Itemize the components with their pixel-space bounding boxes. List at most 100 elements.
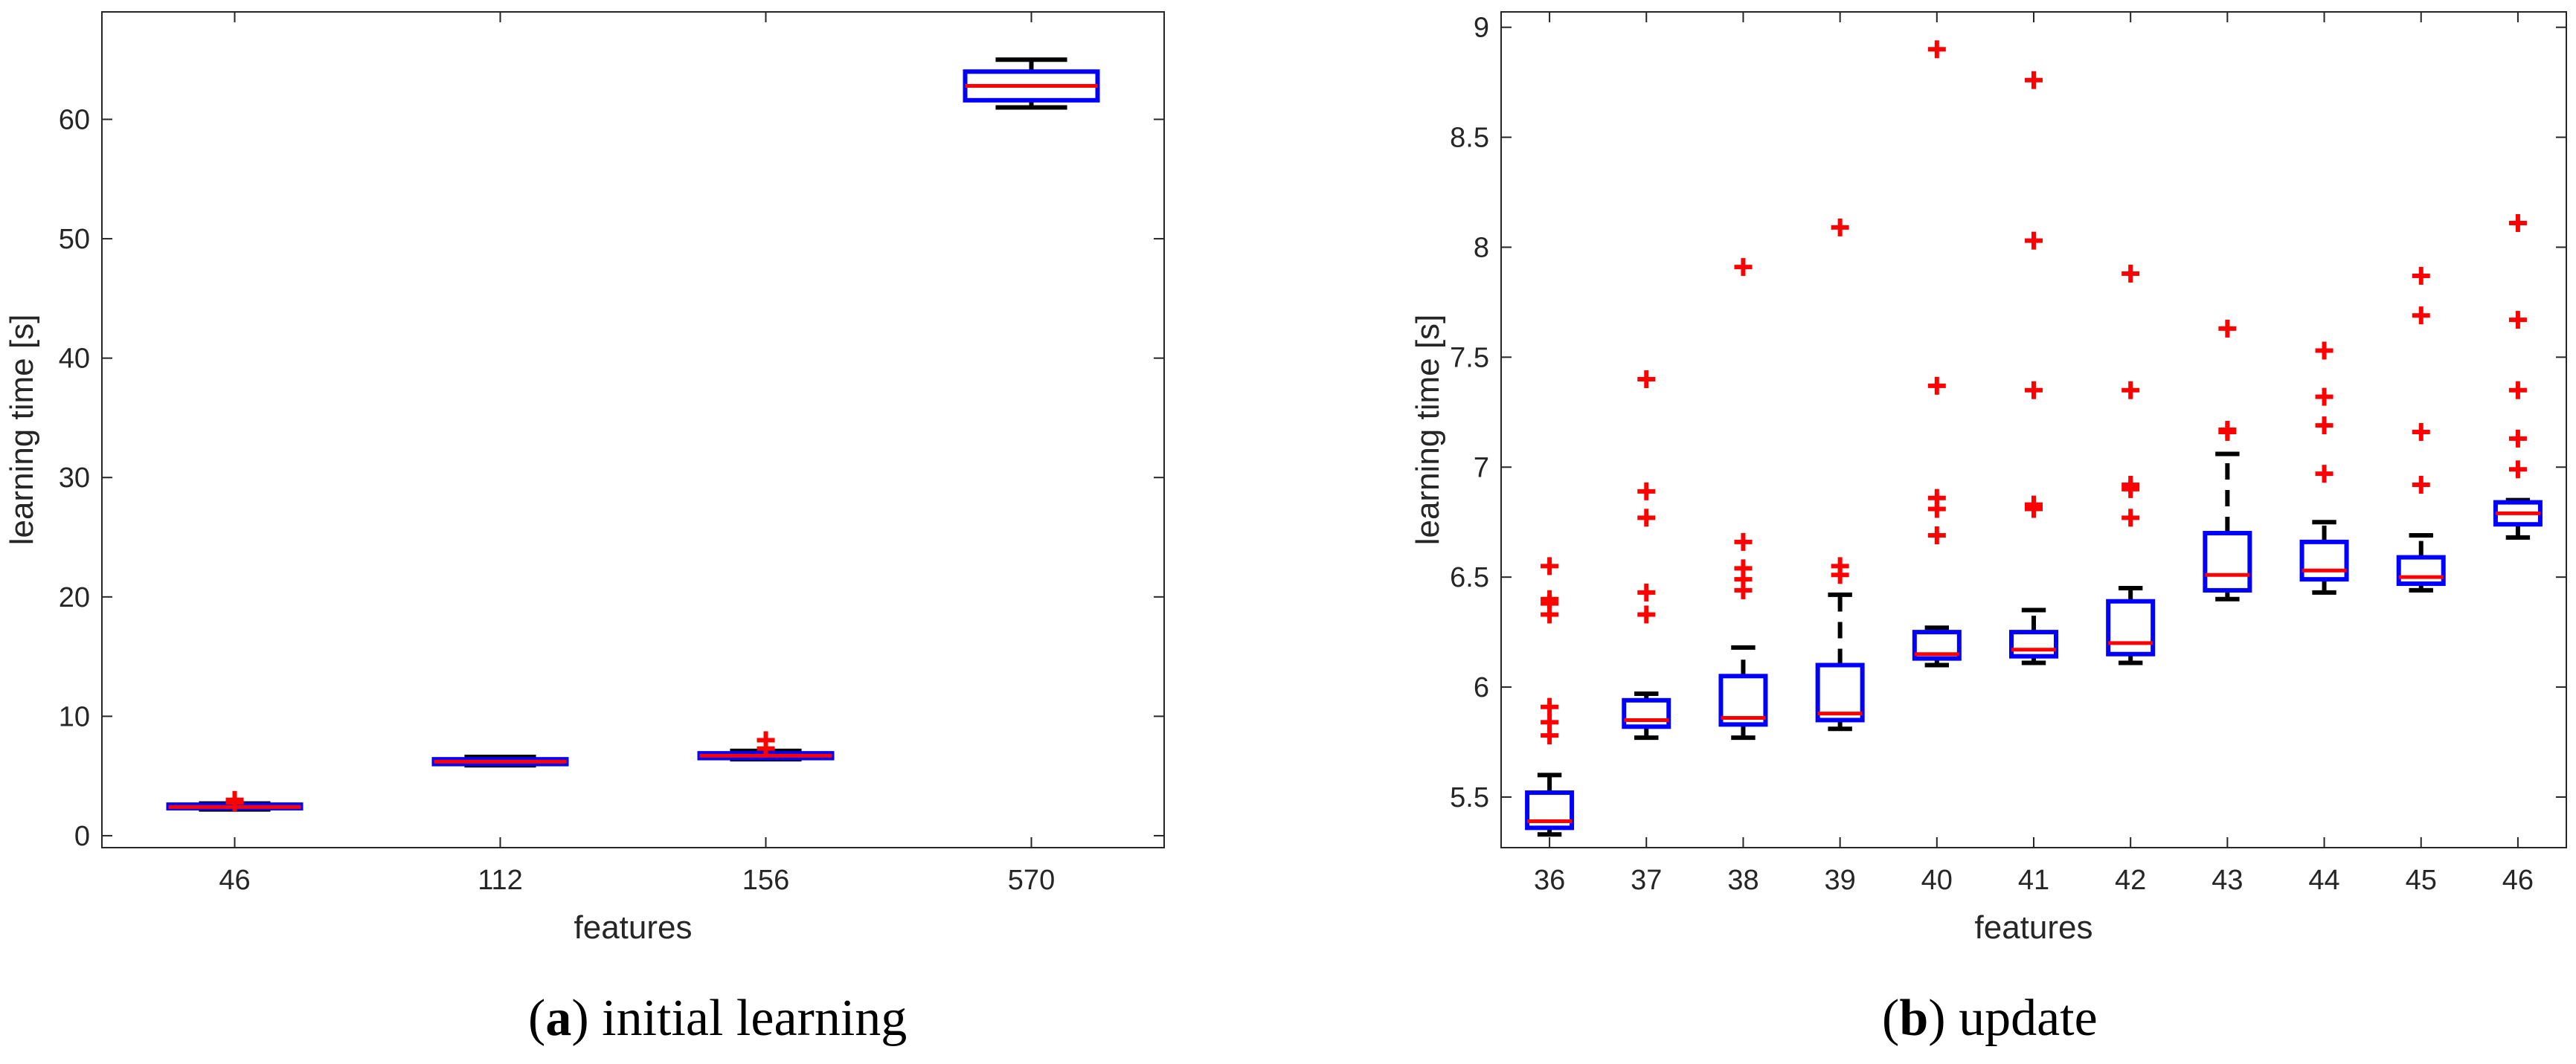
outlier-marker bbox=[2315, 416, 2334, 435]
x-tick-label: 570 bbox=[1008, 865, 1055, 896]
outlier-marker bbox=[2508, 311, 2527, 329]
outlier-marker bbox=[2121, 509, 2140, 527]
x-tick-label: 41 bbox=[2018, 865, 2049, 896]
y-tick-label: 10 bbox=[59, 701, 90, 732]
y-tick-label: 30 bbox=[59, 462, 90, 494]
x-tick-label: 38 bbox=[1727, 865, 1758, 896]
caption-b-tag: b bbox=[1899, 990, 1929, 1047]
outlier-marker bbox=[1831, 557, 1849, 575]
caption-a: (a) initial learning bbox=[528, 990, 908, 1047]
y-tick-label: 7.5 bbox=[1450, 342, 1489, 373]
box-40 bbox=[1912, 40, 1962, 668]
outlier-marker bbox=[2508, 429, 2527, 448]
box-112 bbox=[431, 754, 569, 768]
outlier-marker bbox=[1831, 218, 1849, 236]
box-46 bbox=[2493, 213, 2543, 540]
outlier-marker bbox=[1734, 258, 1753, 277]
outlier-marker bbox=[1637, 509, 1656, 527]
outlier-marker bbox=[2412, 306, 2430, 325]
y-tick-label: 8 bbox=[1474, 232, 1489, 263]
outlier-marker bbox=[1637, 370, 1656, 388]
x-tick-label: 39 bbox=[1824, 865, 1855, 896]
box-570 bbox=[963, 57, 1100, 110]
y-tick-label: 6.5 bbox=[1450, 562, 1489, 593]
outlier-marker bbox=[2508, 213, 2527, 232]
outlier-marker bbox=[1541, 590, 1559, 608]
outlier-marker bbox=[1637, 482, 1656, 500]
y-axis-label: learning time [s] bbox=[4, 315, 40, 546]
box-36 bbox=[1525, 557, 1575, 837]
outlier-marker bbox=[1927, 526, 1946, 544]
iqr-box bbox=[2009, 630, 2058, 659]
box-38 bbox=[1718, 258, 1768, 741]
outlier-marker bbox=[2508, 460, 2527, 479]
axes-frame bbox=[1500, 11, 2567, 848]
outlier-marker bbox=[2218, 319, 2237, 338]
iqr-box bbox=[2396, 555, 2446, 587]
y-tick-label: 9 bbox=[1474, 13, 1489, 44]
chart-b: 5.5 6 6.5 7 7.5 8 8.5 9 36 37 38 39 40 41 42 43 44 45 46 fe… bbox=[1410, 11, 2567, 946]
iqr-box bbox=[1912, 630, 1962, 661]
chart-a: 0 10 20 30 40 50 60 46 112 156 570 features learning… bbox=[4, 11, 1165, 946]
x-tick-label: 112 bbox=[478, 865, 523, 896]
y-tick-label: 6 bbox=[1474, 672, 1489, 703]
box-42 bbox=[2106, 264, 2156, 665]
outlier-marker bbox=[2121, 264, 2140, 283]
iqr-box bbox=[2299, 539, 2349, 582]
outlier-marker bbox=[1927, 489, 1946, 507]
iqr-box bbox=[2106, 599, 2156, 657]
outlier-marker bbox=[1541, 557, 1559, 575]
caption-a-tag: a bbox=[545, 990, 572, 1047]
box-41 bbox=[2009, 71, 2058, 665]
outlier-marker bbox=[1734, 532, 1753, 551]
box-44 bbox=[2299, 341, 2349, 595]
iqr-box bbox=[1622, 697, 1671, 729]
outlier-marker bbox=[2121, 381, 2140, 399]
outlier-marker bbox=[2412, 266, 2430, 285]
x-tick-label: 37 bbox=[1631, 865, 1662, 896]
outlier-marker bbox=[2315, 341, 2334, 360]
outlier-marker bbox=[2121, 475, 2140, 494]
y-tick-label: 0 bbox=[74, 821, 90, 852]
axes-frame bbox=[101, 11, 1165, 848]
x-tick-label: 156 bbox=[742, 865, 789, 896]
y-tick-label: 8.5 bbox=[1450, 123, 1489, 154]
box-37 bbox=[1622, 370, 1671, 741]
outlier-marker bbox=[1927, 376, 1946, 395]
outlier-marker bbox=[2508, 381, 2527, 399]
outlier-marker bbox=[2412, 475, 2430, 494]
box-156 bbox=[697, 731, 835, 762]
caption-b: (b) update bbox=[1882, 990, 2098, 1047]
x-tick-label: 46 bbox=[2502, 865, 2534, 896]
x-axis-label: features bbox=[1975, 909, 2093, 946]
caption-b-text: update bbox=[1959, 990, 2098, 1047]
outlier-marker bbox=[2025, 231, 2043, 250]
outlier-marker bbox=[2025, 495, 2043, 514]
y-tick-label: 20 bbox=[59, 582, 90, 613]
y-tick-label: 50 bbox=[59, 224, 90, 255]
y-axis-label: learning time [s] bbox=[1410, 315, 1446, 546]
outlier-marker bbox=[225, 793, 244, 811]
x-tick-label: 40 bbox=[1921, 865, 1953, 896]
iqr-box bbox=[1815, 662, 1865, 723]
x-axis-label: features bbox=[574, 909, 693, 946]
iqr-box bbox=[1718, 674, 1768, 727]
outlier-marker bbox=[1541, 713, 1559, 732]
outlier-marker bbox=[2025, 71, 2043, 89]
x-tick-label: 44 bbox=[2308, 865, 2339, 896]
y-tick-label: 60 bbox=[59, 105, 90, 136]
x-tick-label: 36 bbox=[1534, 865, 1565, 896]
y-tick-label: 7 bbox=[1474, 452, 1489, 483]
outlier-marker bbox=[757, 739, 775, 758]
x-tick-label: 43 bbox=[2212, 865, 2243, 896]
outlier-marker bbox=[2218, 421, 2237, 439]
outlier-marker bbox=[2315, 465, 2334, 483]
box-39 bbox=[1815, 218, 1865, 732]
x-tick-label: 46 bbox=[219, 865, 250, 896]
outlier-marker bbox=[1637, 583, 1656, 602]
outlier-marker bbox=[1927, 40, 1946, 59]
outlier-marker bbox=[2025, 381, 2043, 399]
y-tick-label: 5.5 bbox=[1450, 782, 1489, 813]
iqr-box bbox=[2203, 531, 2252, 593]
